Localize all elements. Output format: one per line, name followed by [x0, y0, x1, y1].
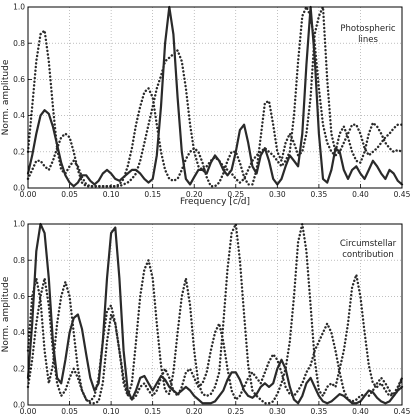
panel-annotation-line: lines: [358, 35, 378, 45]
axes-frame: [27, 223, 403, 406]
y-tick-label: 0.2: [13, 364, 25, 373]
x-tick-label: 0.40: [352, 190, 369, 199]
x-tick-label: 0.05: [61, 190, 78, 199]
y-axis-label: Norm. amplitude: [1, 59, 11, 135]
panel-photospheric-lines: 0.00 0.05 0.10 0.15 0.20 0.25 0.30 0.35 0.40 0.45…: [1, 3, 411, 207]
y-tick-label: 0.0: [13, 401, 25, 410]
panel-annotation-line: Photospheric: [340, 24, 396, 34]
x-tick-label: 0.35: [311, 407, 328, 416]
panel-annotation-line: Circumstellar: [340, 239, 397, 249]
y-tick-label: 0.6: [13, 75, 25, 84]
series-line-3-dotted: [26, 277, 404, 403]
x-tick-label: 0.00: [20, 407, 37, 416]
y-tick-label: 0.4: [13, 111, 25, 120]
x-tick-label: 0.10: [103, 407, 120, 416]
x-tick-label: 0.40: [352, 407, 369, 416]
axes-frame: [27, 6, 403, 189]
y-axis-label: Norm. amplitude: [1, 276, 11, 352]
panel-circumstellar-contribution: 0.00 0.05 0.10 0.15 0.20 0.25 0.30 0.35 0.40 0.45…: [1, 220, 411, 416]
y-tick-label: 0.8: [13, 39, 25, 48]
series-line-3-dotted: [26, 5, 404, 188]
y-tick-label: 0.0: [13, 184, 25, 193]
y-tick-label: 1.0: [13, 3, 25, 12]
series-line-1-solid: [26, 222, 404, 405]
x-tick-label: 0.10: [103, 190, 120, 199]
y-tick-label: 0.8: [13, 256, 25, 265]
x-tick-label: 0.25: [227, 190, 244, 199]
x-tick-label: 0.15: [144, 190, 161, 199]
x-tick-label: 0.20: [186, 407, 203, 416]
y-tick-label: 0.6: [13, 292, 25, 301]
x-axis-label: Frequency [c/d]: [180, 197, 250, 207]
x-tick-label: 0.05: [61, 407, 78, 416]
x-tick-label: 0.15: [144, 407, 161, 416]
y-tick-label: 1.0: [13, 220, 25, 229]
x-tick-label: 0.35: [311, 190, 328, 199]
x-tick-label: 0.30: [269, 407, 286, 416]
x-tick-label: 0.30: [269, 190, 286, 199]
series-line-2-dotted: [26, 5, 404, 188]
x-tick-label: 0.45: [394, 190, 411, 199]
x-tick-label: 0.20: [186, 190, 203, 199]
panel-annotation-line: contribution: [342, 250, 394, 260]
x-tick-label: 0.45: [394, 407, 411, 416]
x-tick-label: 0.00: [20, 190, 37, 199]
series-line-1-solid: [26, 5, 404, 188]
y-tick-label: 0.2: [13, 147, 25, 156]
y-tick-label: 0.4: [13, 328, 25, 337]
x-tick-label: 0.25: [227, 407, 244, 416]
